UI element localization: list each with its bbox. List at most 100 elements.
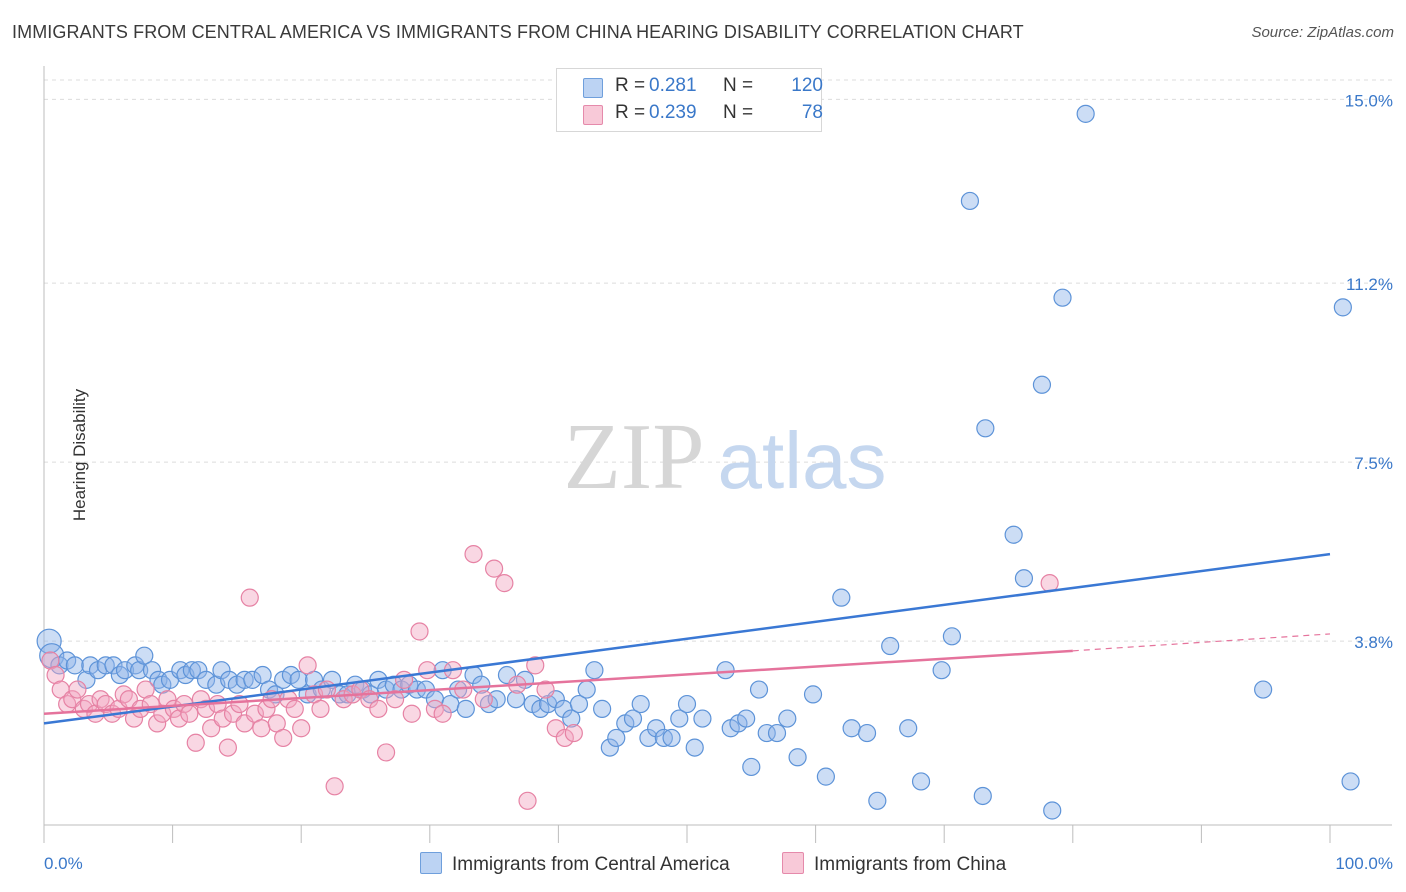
central-america-point-35 — [289, 670, 308, 689]
central-america-point-9 — [104, 656, 123, 675]
china-point-48 — [311, 699, 330, 718]
central-america-point-8 — [96, 656, 115, 675]
central-america-point-84 — [677, 694, 697, 714]
china-point-5 — [68, 680, 87, 699]
central-america-point-4 — [65, 656, 84, 675]
central-america-point-83 — [670, 709, 689, 728]
tick-labels: 3.8% 7.5% 11.2% 15.0% 0.0% 100.0% — [44, 91, 1393, 873]
central-america-point-106 — [932, 661, 951, 680]
china-point-31 — [213, 709, 232, 728]
x-tick-label-left: 0.0% — [44, 854, 83, 873]
central-america-point-78 — [631, 694, 650, 714]
central-america-point-72 — [585, 661, 604, 680]
china-point-50 — [325, 777, 344, 796]
central-america-point-93 — [757, 723, 776, 743]
watermark-zip: ZIP — [564, 405, 705, 509]
central-america-point-98 — [816, 767, 835, 786]
central-america-point-56 — [456, 699, 475, 718]
legend-n-value: 120 — [791, 75, 823, 96]
central-america-point-85 — [685, 738, 704, 757]
central-america-point-60 — [487, 690, 506, 709]
china-point-26 — [186, 733, 205, 752]
source-attribution: Source: ZipAtlas.com — [1251, 24, 1394, 41]
central-america-point-116 — [1076, 104, 1095, 123]
china-point-34 — [230, 694, 249, 714]
legend-r-label: R = — [615, 102, 646, 123]
china-point-73 — [536, 680, 555, 699]
central-america-point-15 — [142, 661, 162, 680]
trend-line-china — [43, 649, 1073, 715]
china-point-29 — [202, 719, 221, 738]
central-america-point-97 — [803, 685, 823, 704]
central-america-point-117 — [1254, 680, 1273, 699]
central-america-point-80 — [647, 719, 666, 738]
legend-n-label: N = — [723, 102, 754, 123]
series-name-china: Immigrants from China — [814, 854, 1007, 875]
central-america-point-77 — [623, 709, 643, 728]
china-point-55 — [369, 699, 388, 718]
legend-n-label: N = — [723, 75, 754, 96]
central-america-point-100 — [842, 719, 861, 738]
central-america-point-62 — [506, 690, 526, 709]
central-america-point-92 — [749, 680, 769, 699]
central-america-point-75 — [607, 728, 626, 748]
central-america-point-86 — [693, 709, 712, 728]
y-tick-label-1: 7.5% — [1354, 454, 1393, 473]
legend-n-value: 78 — [801, 102, 823, 123]
central-america-point-91 — [742, 757, 761, 777]
legend-swatch-pink — [583, 105, 603, 125]
china-point-58 — [394, 670, 414, 689]
central-america-point-10 — [110, 665, 129, 685]
china-point-46 — [298, 656, 317, 675]
central-america-point-94 — [767, 723, 787, 743]
china-point-42 — [274, 728, 293, 748]
central-america-point-105 — [911, 772, 931, 791]
central-america-point-101 — [857, 723, 877, 743]
y-tick-label-3: 15.0% — [1345, 91, 1393, 110]
central-america-point-112 — [1014, 569, 1034, 588]
china-point-45 — [292, 719, 311, 738]
central-america-point-107 — [942, 627, 962, 646]
trend-line-china-extension — [1072, 633, 1331, 652]
china-point-32 — [218, 738, 237, 757]
china-point-61 — [418, 661, 437, 680]
central-america-point-103 — [881, 636, 900, 656]
central-america-point-96 — [788, 748, 807, 767]
series-china-points — [41, 544, 1059, 810]
central-america-point-28 — [235, 670, 254, 689]
china-point-4 — [63, 690, 82, 709]
central-america-point-69 — [562, 709, 581, 728]
central-america-point-90 — [737, 709, 756, 728]
central-america-point-79 — [639, 728, 658, 748]
series-swatch-pink — [782, 852, 804, 874]
china-point-44 — [285, 699, 304, 718]
central-america-point-73 — [593, 699, 612, 718]
china-point-25 — [180, 704, 199, 723]
series-swatch-blue — [420, 852, 442, 874]
china-point-63 — [433, 704, 452, 723]
china-point-36 — [240, 588, 259, 607]
china-point-60 — [410, 622, 429, 641]
china-point-68 — [485, 559, 504, 578]
central-america-point-110 — [976, 419, 995, 438]
central-america-point-21 — [182, 661, 201, 680]
central-america-point-114 — [1043, 801, 1062, 820]
central-america-point-22 — [189, 661, 208, 680]
china-point-9 — [91, 690, 110, 709]
china-point-72 — [526, 656, 545, 675]
central-america-point-99 — [832, 588, 851, 607]
china-point-66 — [464, 544, 483, 564]
central-america-point-119 — [1341, 772, 1360, 791]
central-america-point-82 — [662, 728, 681, 748]
central-america-point-102 — [868, 791, 887, 810]
central-america-point-74 — [600, 738, 619, 757]
y-tick-label-2: 11.2% — [1346, 275, 1393, 294]
china-point-56 — [376, 743, 396, 762]
central-america-point-95 — [778, 709, 797, 728]
legend-r-value: 0.239 — [649, 102, 697, 123]
central-america-point-104 — [899, 719, 918, 738]
central-america-point-113 — [1032, 375, 1052, 394]
watermark: ZIP atlas — [564, 405, 887, 509]
series-central-america-points — [36, 104, 1360, 820]
